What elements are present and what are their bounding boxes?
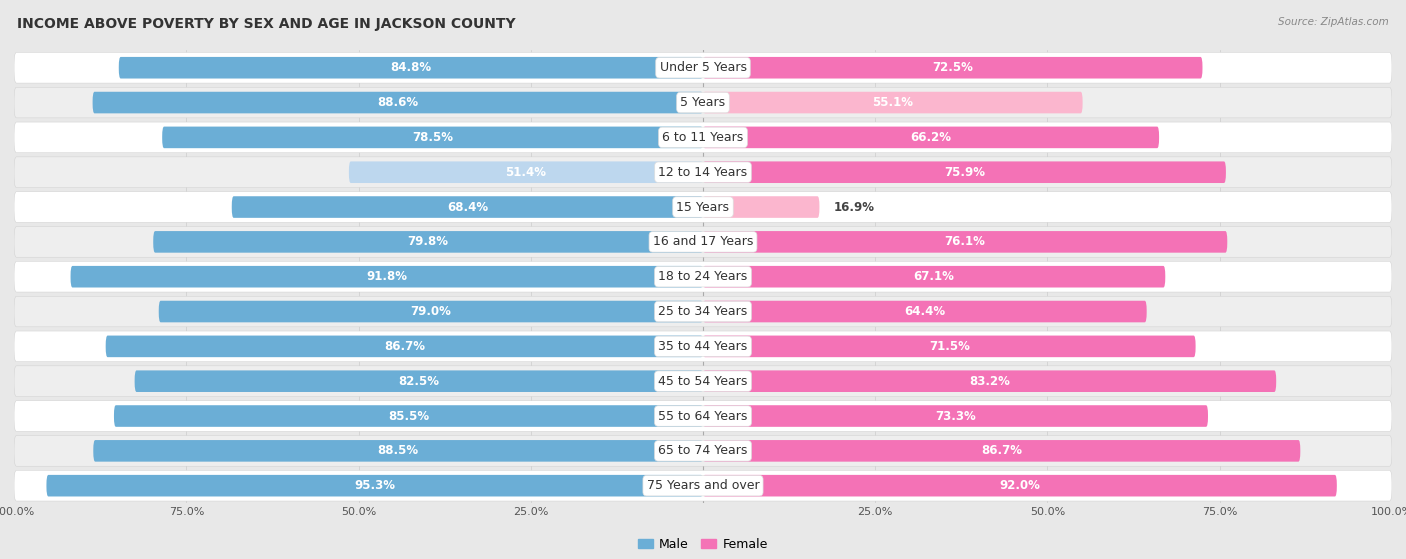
FancyBboxPatch shape [703, 475, 1337, 496]
FancyBboxPatch shape [703, 126, 1159, 148]
Text: 45 to 54 Years: 45 to 54 Years [658, 375, 748, 388]
Text: 91.8%: 91.8% [367, 270, 408, 283]
Text: 86.7%: 86.7% [981, 444, 1022, 457]
Text: Source: ZipAtlas.com: Source: ZipAtlas.com [1278, 17, 1389, 27]
FancyBboxPatch shape [14, 435, 1392, 466]
FancyBboxPatch shape [135, 371, 703, 392]
FancyBboxPatch shape [46, 475, 703, 496]
FancyBboxPatch shape [159, 301, 703, 323]
FancyBboxPatch shape [14, 262, 1392, 292]
Text: 15 Years: 15 Years [676, 201, 730, 214]
Text: 86.7%: 86.7% [384, 340, 425, 353]
Text: 6 to 11 Years: 6 to 11 Years [662, 131, 744, 144]
Text: 18 to 24 Years: 18 to 24 Years [658, 270, 748, 283]
FancyBboxPatch shape [114, 405, 703, 427]
Text: 12 to 14 Years: 12 to 14 Years [658, 165, 748, 179]
Text: 84.8%: 84.8% [391, 61, 432, 74]
Text: 66.2%: 66.2% [911, 131, 952, 144]
Text: 79.0%: 79.0% [411, 305, 451, 318]
Text: 25 to 34 Years: 25 to 34 Years [658, 305, 748, 318]
Text: 16 and 17 Years: 16 and 17 Years [652, 235, 754, 248]
FancyBboxPatch shape [14, 192, 1392, 222]
Text: INCOME ABOVE POVERTY BY SEX AND AGE IN JACKSON COUNTY: INCOME ABOVE POVERTY BY SEX AND AGE IN J… [17, 17, 516, 31]
Text: 67.1%: 67.1% [914, 270, 955, 283]
Text: 88.6%: 88.6% [377, 96, 419, 109]
Text: 55 to 64 Years: 55 to 64 Years [658, 410, 748, 423]
FancyBboxPatch shape [14, 366, 1392, 396]
Text: 75 Years and over: 75 Years and over [647, 479, 759, 492]
FancyBboxPatch shape [703, 231, 1227, 253]
Text: Under 5 Years: Under 5 Years [659, 61, 747, 74]
Text: 88.5%: 88.5% [378, 444, 419, 457]
Text: 5 Years: 5 Years [681, 96, 725, 109]
Text: 79.8%: 79.8% [408, 235, 449, 248]
FancyBboxPatch shape [703, 196, 820, 218]
FancyBboxPatch shape [14, 296, 1392, 327]
FancyBboxPatch shape [14, 331, 1392, 362]
Text: 78.5%: 78.5% [412, 131, 453, 144]
Text: 16.9%: 16.9% [834, 201, 875, 214]
Text: 51.4%: 51.4% [505, 165, 547, 179]
Text: 95.3%: 95.3% [354, 479, 395, 492]
FancyBboxPatch shape [703, 371, 1277, 392]
FancyBboxPatch shape [162, 126, 703, 148]
FancyBboxPatch shape [703, 92, 1083, 113]
Text: 65 to 74 Years: 65 to 74 Years [658, 444, 748, 457]
FancyBboxPatch shape [232, 196, 703, 218]
Text: 72.5%: 72.5% [932, 61, 973, 74]
Text: 76.1%: 76.1% [945, 235, 986, 248]
FancyBboxPatch shape [70, 266, 703, 287]
FancyBboxPatch shape [703, 162, 1226, 183]
Text: 83.2%: 83.2% [969, 375, 1010, 388]
FancyBboxPatch shape [703, 301, 1147, 323]
Legend: Male, Female: Male, Female [633, 533, 773, 556]
Text: 71.5%: 71.5% [929, 340, 970, 353]
FancyBboxPatch shape [14, 87, 1392, 118]
Text: 92.0%: 92.0% [1000, 479, 1040, 492]
FancyBboxPatch shape [703, 405, 1208, 427]
FancyBboxPatch shape [703, 335, 1195, 357]
FancyBboxPatch shape [703, 440, 1301, 462]
Text: 68.4%: 68.4% [447, 201, 488, 214]
FancyBboxPatch shape [93, 440, 703, 462]
FancyBboxPatch shape [14, 157, 1392, 187]
FancyBboxPatch shape [349, 162, 703, 183]
FancyBboxPatch shape [118, 57, 703, 78]
FancyBboxPatch shape [14, 470, 1392, 501]
FancyBboxPatch shape [105, 335, 703, 357]
Text: 75.9%: 75.9% [943, 165, 986, 179]
FancyBboxPatch shape [14, 226, 1392, 257]
Text: 64.4%: 64.4% [904, 305, 945, 318]
Text: 85.5%: 85.5% [388, 410, 429, 423]
FancyBboxPatch shape [153, 231, 703, 253]
Text: 55.1%: 55.1% [872, 96, 914, 109]
FancyBboxPatch shape [14, 53, 1392, 83]
FancyBboxPatch shape [14, 122, 1392, 153]
FancyBboxPatch shape [703, 57, 1202, 78]
FancyBboxPatch shape [703, 266, 1166, 287]
FancyBboxPatch shape [93, 92, 703, 113]
Text: 73.3%: 73.3% [935, 410, 976, 423]
FancyBboxPatch shape [14, 401, 1392, 432]
Text: 35 to 44 Years: 35 to 44 Years [658, 340, 748, 353]
Text: 82.5%: 82.5% [398, 375, 439, 388]
